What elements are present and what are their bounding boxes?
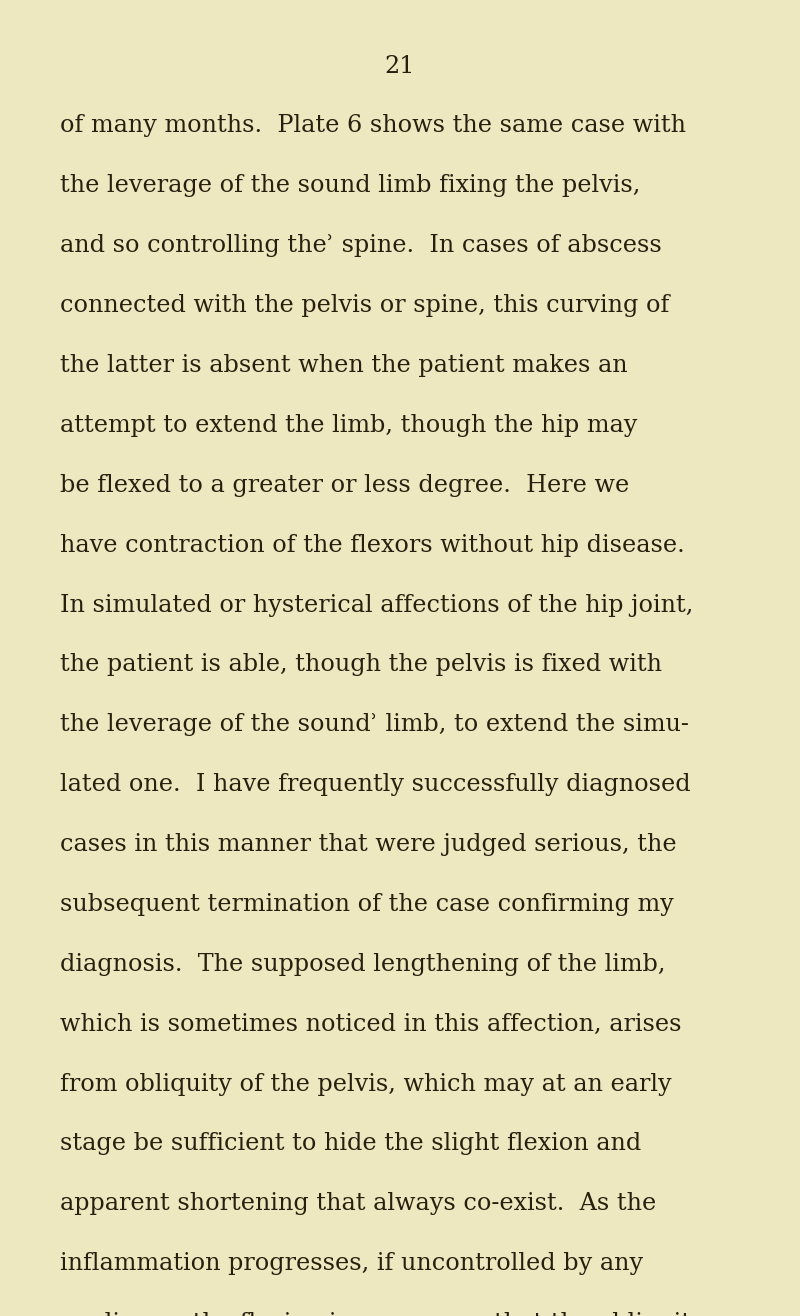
Text: lated one.  I have frequently successfully diagnosed: lated one. I have frequently successfull… [60, 772, 690, 796]
Text: attempt to extend the limb, though the hip may: attempt to extend the limb, though the h… [60, 413, 638, 437]
Text: have contraction of the flexors without hip disease.: have contraction of the flexors without … [60, 534, 685, 557]
Text: appliance, the flexion increases, so that the obliquity: appliance, the flexion increases, so tha… [60, 1312, 705, 1316]
Text: 21: 21 [385, 55, 415, 78]
Text: be flexed to a greater or less degree.  Here we: be flexed to a greater or less degree. H… [60, 474, 630, 496]
Text: which is sometimes noticed in this affection, arises: which is sometimes noticed in this affec… [60, 1013, 682, 1036]
Text: In simulated or hysterical affections of the hip joint,: In simulated or hysterical affections of… [60, 594, 694, 616]
Text: of many months.  Plate 6 shows the same case with: of many months. Plate 6 shows the same c… [60, 114, 686, 137]
Text: the leverage of the sound limb fixing the pelvis,: the leverage of the sound limb fixing th… [60, 174, 640, 197]
Text: and so controlling theʾ spine.  In cases of abscess: and so controlling theʾ spine. In cases … [60, 234, 662, 257]
Text: inflammation progresses, if uncontrolled by any: inflammation progresses, if uncontrolled… [60, 1252, 643, 1275]
Text: cases in this manner that were judged serious, the: cases in this manner that were judged se… [60, 833, 677, 855]
Text: stage be sufficient to hide the slight flexion and: stage be sufficient to hide the slight f… [60, 1132, 642, 1155]
Text: diagnosis.  The supposed lengthening of the limb,: diagnosis. The supposed lengthening of t… [60, 953, 666, 975]
Text: the latter is absent when the patient makes an: the latter is absent when the patient ma… [60, 354, 628, 376]
Text: connected with the pelvis or spine, this curving of: connected with the pelvis or spine, this… [60, 295, 670, 317]
Text: the leverage of the soundʾ limb, to extend the simu-: the leverage of the soundʾ limb, to exte… [60, 713, 689, 736]
Text: from obliquity of the pelvis, which may at an early: from obliquity of the pelvis, which may … [60, 1073, 672, 1095]
Text: subsequent termination of the case confirming my: subsequent termination of the case confi… [60, 892, 674, 916]
Text: the patient is able, though the pelvis is fixed with: the patient is able, though the pelvis i… [60, 653, 662, 676]
Text: apparent shortening that always co-exist.  As the: apparent shortening that always co-exist… [60, 1192, 656, 1215]
